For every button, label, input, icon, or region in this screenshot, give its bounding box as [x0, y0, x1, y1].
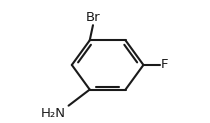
Text: Br: Br [86, 11, 100, 24]
Text: H₂N: H₂N [40, 107, 65, 120]
Text: F: F [160, 58, 168, 71]
